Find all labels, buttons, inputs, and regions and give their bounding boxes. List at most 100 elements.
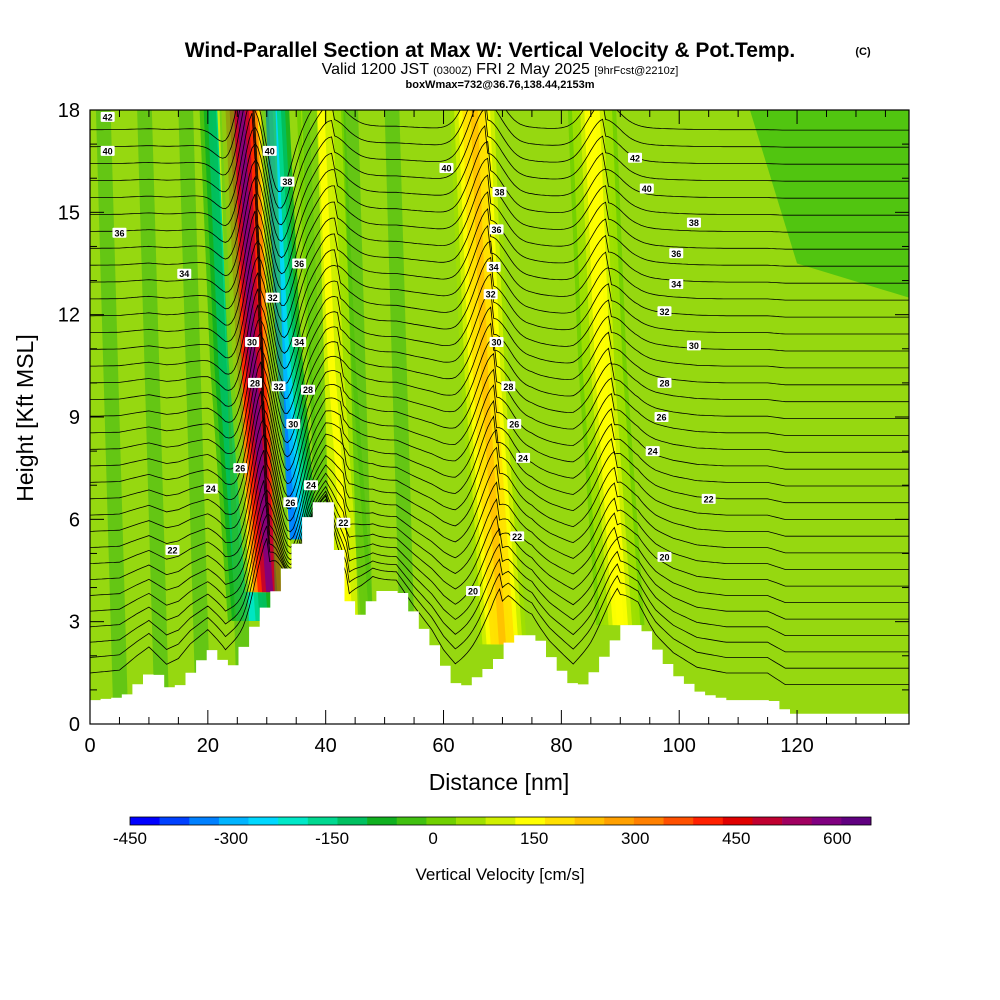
contour-label-text: 28 [503, 382, 513, 392]
contour-label: 42 [100, 111, 115, 122]
theta-contour [90, 400, 909, 533]
theta-contour [90, 110, 909, 242]
contour-label: 30 [686, 340, 701, 351]
contour-label-text: 38 [494, 187, 504, 197]
contour-label: 36 [669, 248, 684, 259]
theta-contour [90, 110, 909, 226]
contour-label-text: 34 [179, 269, 189, 279]
colorbar-swatch [307, 817, 338, 825]
contour-label: 24 [303, 480, 318, 491]
theta-contour [90, 112, 909, 259]
velocity-band [470, 110, 506, 645]
contour-label-text: 22 [167, 546, 177, 556]
valid-prefix: Valid 1200 JST [322, 61, 430, 78]
contour-label-text: 40 [441, 163, 451, 173]
theta-contour [90, 288, 909, 429]
colorbar-title: Vertical Velocity [cm/s] [415, 865, 584, 884]
colorbar-swatch [574, 817, 605, 825]
contour-label-text: 40 [265, 146, 275, 156]
colorbar-swatch [278, 817, 309, 825]
contour-label-text: 26 [657, 413, 667, 423]
colorbar-swatch [604, 817, 635, 825]
colorbar-swatch [693, 817, 724, 825]
theta-contour [90, 490, 909, 636]
colorbar-swatch [663, 817, 694, 825]
contour-label-text: 30 [247, 337, 257, 347]
contour-label-text: 32 [274, 382, 284, 392]
contour-labels: 42 40 36 34 22 24 26 28 30 32 32 30 26 24 34 36 38 40 28 22… [100, 111, 716, 596]
theta-contour [90, 272, 909, 414]
theta-contour [90, 210, 909, 354]
contour-label: 38 [686, 217, 701, 228]
contour-label: 26 [283, 497, 298, 508]
contour-label: 34 [292, 336, 307, 347]
y-tick-label: 18 [58, 100, 80, 122]
colorbar-swatch [337, 817, 368, 825]
x-axis-title: Distance [nm] [429, 769, 570, 795]
x-tick-label: 120 [780, 735, 813, 757]
contour-label: 36 [112, 227, 127, 238]
plot-area: 42 40 36 34 22 24 26 28 30 32 32 30 26 24 34 36 38 40 28 22… [90, 110, 909, 724]
contour-label: 40 [639, 183, 654, 194]
contour-label-text: 40 [103, 146, 113, 156]
colorbar-swatch [811, 817, 842, 825]
y-tick-label: 12 [58, 305, 80, 327]
contour-label-text: 34 [489, 262, 499, 272]
contour-label: 20 [465, 585, 480, 596]
contour-label-text: 34 [671, 279, 681, 289]
contour-label: 28 [247, 377, 262, 388]
contour-label: 34 [669, 278, 684, 289]
contour-label: 32 [265, 292, 280, 303]
colorbar-swatch [248, 817, 279, 825]
y-tick-label: 3 [69, 612, 80, 634]
contour-label-text: 28 [659, 378, 669, 388]
box-info: boxWmax=732@36.76,138.44,2153m [406, 79, 595, 91]
contour-label: 32 [483, 289, 498, 300]
colorbar-tick-label: -300 [214, 829, 248, 848]
chart-title: Wind-Parallel Section at Max W: Vertical… [185, 39, 796, 62]
contour-label-text: 30 [689, 341, 699, 351]
valid-date: FRI 2 May 2025 [476, 61, 590, 78]
contour-label: 38 [280, 176, 295, 187]
contour-label: 28 [501, 381, 516, 392]
contour-label: 24 [516, 452, 531, 463]
contour-label-text: 20 [659, 552, 669, 562]
theta-contour [90, 493, 909, 653]
colorbar-swatch [159, 817, 190, 825]
x-tick-label: 20 [197, 735, 219, 757]
colorbar-swatch [752, 817, 783, 825]
theta-contour [90, 361, 909, 497]
theta-contour [90, 345, 909, 485]
contour-label-text: 42 [103, 112, 113, 122]
theta-contour [90, 110, 909, 193]
theta-contour [90, 193, 909, 339]
y-tick-label: 9 [69, 407, 80, 429]
y-axis-title: Height [Kft MSL] [12, 334, 38, 501]
contour-label: 32 [271, 381, 286, 392]
contour-label-text: 38 [689, 218, 699, 228]
contour-label-text: 32 [268, 293, 278, 303]
contour-label: 24 [645, 446, 660, 457]
colorbar-frame [129, 816, 872, 826]
theta-contour [90, 465, 909, 587]
contour-label: 26 [233, 463, 248, 474]
theta-contour [90, 304, 909, 444]
terrain-mask [90, 502, 909, 724]
x-tick-label: 100 [663, 735, 696, 757]
contour-label: 42 [628, 152, 643, 163]
contour-label-text: 24 [518, 453, 528, 463]
contour-label: 36 [292, 258, 307, 269]
weak-downdraft [343, 110, 376, 724]
theta-contour [90, 449, 909, 570]
contour-label: 28 [657, 377, 672, 388]
contour-label-text: 36 [114, 228, 124, 238]
colorbar-tick-label: -450 [113, 829, 147, 848]
contour-label: 38 [492, 186, 507, 197]
contour-label: 36 [489, 224, 504, 235]
contour-label-text: 36 [671, 249, 681, 259]
contour-label: 32 [657, 306, 672, 317]
colorbar-swatch [633, 817, 664, 825]
contour-label-text: 24 [306, 481, 316, 491]
x-tick-label: 60 [432, 735, 454, 757]
